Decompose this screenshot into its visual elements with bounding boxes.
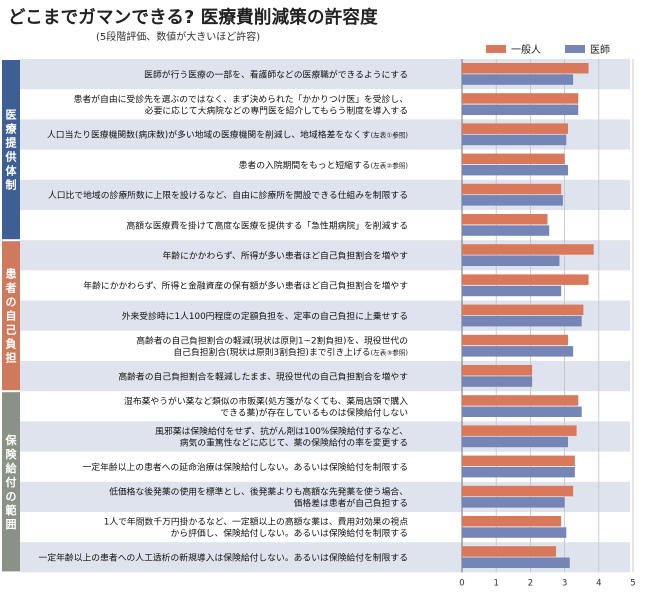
category-label: 低価格な後発薬の使用を標準とし、後発薬よりも高額な先発薬を使う場合、 — [109, 485, 408, 497]
category-label: 高齢者の自己負担割合の軽減(現状は原則1~2割負担)を、現役世代の — [136, 334, 408, 346]
bar-doctor — [462, 406, 582, 417]
bar-doctor — [462, 346, 574, 357]
category-label: 高齢者の自己負担割合を軽減したまま、現役世代の自己負担割合を増やす — [118, 370, 408, 382]
bar-general — [462, 546, 557, 557]
category-label: 風邪薬は保険給付をせず、抗がん剤は100%保険給付するなど、 — [155, 425, 408, 437]
category-label: 人口比で地域の診療所数に上限を設けるなど、自由に診療所を開設できる仕組みを制限す… — [48, 189, 408, 201]
bar-general — [462, 334, 569, 346]
x-tick-label: 3 — [562, 578, 567, 588]
bar-general — [462, 244, 594, 255]
bar-general — [462, 516, 562, 527]
bar-doctor — [462, 376, 533, 387]
legend-label-general: 一般人 — [511, 45, 541, 56]
category-label: 1人で年間数千万円掛かるなど、一定額以上の高額な薬は、費用対効果の視点 — [104, 516, 408, 528]
category-label: から評価し、保険給付しない。あるいは保険給付を制限する — [170, 527, 408, 539]
legend: 一般人 医師 — [486, 41, 610, 56]
group-label: 保険給付の範囲 — [5, 433, 18, 531]
chart-title: どこまでガマンできる? 医療費削減策の許容度 — [8, 8, 378, 28]
category-label: 価格差は患者が自己負担する — [294, 497, 408, 509]
bar-general — [462, 425, 577, 436]
bar-doctor — [462, 497, 565, 508]
legend-label-doctor: 医師 — [590, 45, 610, 56]
x-tick-label: 5 — [630, 578, 635, 588]
legend-swatch-doctor — [565, 44, 585, 53]
category-label: 患者の入院期間をもっと短縮する(左表②参照) — [239, 159, 408, 171]
bar-doctor — [462, 195, 563, 206]
bar-general — [462, 455, 575, 467]
category-label: 医師が行う医療の一部を、看護師などの医療職ができるようにする — [144, 68, 408, 80]
bar-doctor — [462, 225, 550, 236]
category-label: 高額な医療費を掛けて高度な医療を提供する「急性期病院」を削減する — [126, 219, 408, 231]
bar-general — [462, 304, 584, 316]
x-tick-label: 1 — [493, 578, 498, 588]
group-label: 医療提供体制 — [5, 109, 18, 192]
bar-general — [462, 153, 565, 165]
group-label: 患者の自己負担 — [5, 267, 17, 365]
category-label: できる薬)が存在しているものは保険給付しない — [220, 406, 408, 418]
group-strip — [2, 392, 20, 572]
category-label: 必要に応じて大病院などの専門医を紹介してもらう制度を導入する — [145, 104, 408, 116]
category-label: 湿布薬やうがい薬など類似の市販薬(処方箋がなくても、薬局店頭で購入 — [124, 395, 408, 407]
category-label: 年齢にかかわらず、所得が多い患者ほど自己負担割合を増やす — [162, 250, 408, 262]
category-label: 外来受診時に1人100円程度の定額負担を、定率の自己負担に上乗せする — [122, 310, 408, 322]
bar-doctor — [462, 134, 567, 146]
group-strip — [2, 241, 20, 391]
chart-subtitle: (5段階評価、数値が大きいほど許容) — [96, 32, 261, 43]
bar-doctor — [462, 557, 570, 568]
category-label: 一定年齢以上の患者への延命治療は保険給付しない。あるいは保険給付を制限する — [83, 461, 409, 473]
bar-general — [462, 395, 579, 406]
bar-doctor — [462, 255, 560, 266]
bar-doctor — [462, 104, 579, 115]
bar-general — [462, 365, 533, 376]
bar-general — [462, 214, 548, 225]
bar-general — [462, 183, 562, 195]
bar-doctor — [462, 466, 575, 478]
bar-doctor — [462, 74, 574, 85]
category-label: 患者が自由に受診先を選ぶのではなく、まず決められた「かかりつけ医」を受診し、 — [74, 93, 408, 105]
bar-doctor — [462, 436, 569, 448]
bar-doctor — [462, 315, 582, 327]
bar-general — [462, 485, 574, 497]
bar-general — [462, 63, 589, 74]
x-tick-label: 0 — [459, 578, 464, 588]
category-label: 病気の重篤性などに応じて、薬の保険給付の率を変更する — [180, 436, 408, 448]
x-tick-label: 4 — [596, 578, 601, 588]
bar-doctor — [462, 285, 562, 297]
category-label: 一定年齢以上の患者への人工透析の新規導入は保険給付しない。あるいは保険給付を制限… — [39, 552, 408, 564]
bar-general — [462, 274, 589, 285]
group-strip — [2, 60, 20, 240]
category-label: 人口当たり医療機関数(病床数)が多い地域の医療機関を削減し、地域格差をなくす(左… — [47, 129, 408, 141]
bar-general — [462, 123, 569, 134]
category-label: 年齢にかかわらず、所得と金融資産の保有額が多い患者ほど自己負担割合を増やす — [83, 280, 408, 292]
x-tick-label: 2 — [528, 578, 533, 588]
bar-doctor — [462, 164, 569, 176]
category-label: 自己負担割合(現状は原則3割負担)まで引き上げる(左表③参照) — [173, 346, 408, 358]
bar-general — [462, 93, 579, 104]
bar-doctor — [462, 527, 567, 538]
legend-swatch-general — [486, 44, 506, 53]
